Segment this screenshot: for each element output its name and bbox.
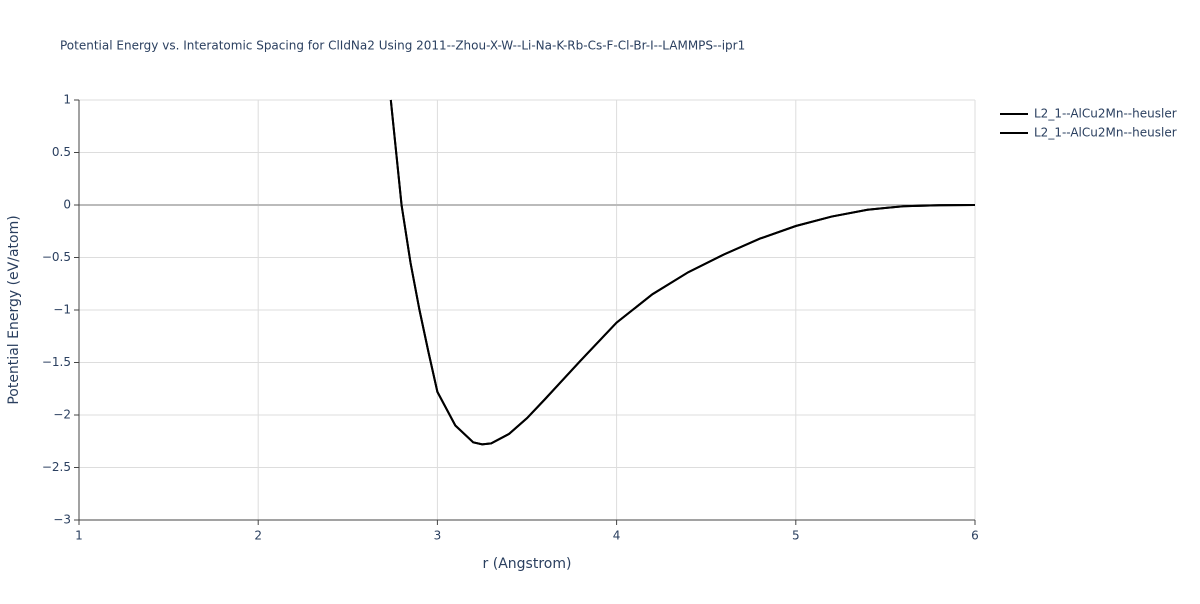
legend-label: L2_1--AlCu2Mn--heusler [1034,107,1177,121]
chart-title: Potential Energy vs. Interatomic Spacing… [60,39,745,53]
legend-label: L2_1--AlCu2Mn--heusler [1034,126,1177,140]
x-tick-label: 3 [434,529,442,543]
y-tick-label: −3 [53,513,71,527]
y-tick-label: 0 [63,198,71,212]
x-tick-label: 6 [971,529,979,543]
x-tick-label: 1 [75,529,83,543]
x-tick-label: 5 [792,529,800,543]
y-tick-label: 0.5 [52,145,71,159]
x-axis-title: r (Angstrom) [483,556,572,572]
y-tick-label: −1.5 [42,355,71,369]
y-axis-title: Potential Energy (eV/atom) [6,215,22,404]
series-line [389,99,976,446]
y-tick-label: −2 [53,408,71,422]
x-tick-label: 2 [254,529,262,543]
y-tick-label: −0.5 [42,250,71,264]
y-tick-label: 1 [63,93,71,107]
y-tick-label: −2.5 [42,460,71,474]
series-line [389,99,976,446]
y-tick-label: −1 [53,303,71,317]
x-tick-label: 4 [613,529,621,543]
